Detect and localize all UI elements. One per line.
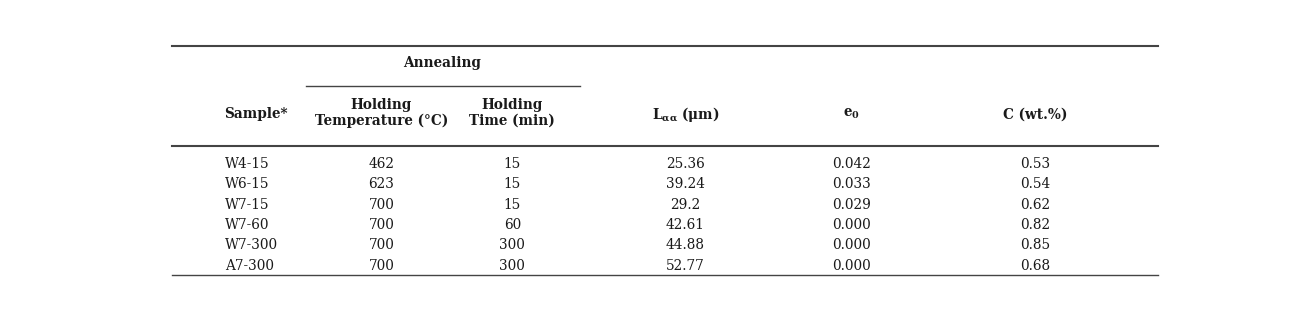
Text: 0.62: 0.62: [1020, 198, 1050, 212]
Text: 462: 462: [369, 157, 395, 171]
Text: 700: 700: [369, 259, 395, 273]
Text: 60: 60: [504, 218, 520, 232]
Text: 0.68: 0.68: [1020, 259, 1050, 273]
Text: 0.85: 0.85: [1020, 238, 1050, 252]
Text: 0.042: 0.042: [832, 157, 871, 171]
Text: W7-15: W7-15: [225, 198, 269, 212]
Text: 25.36: 25.36: [666, 157, 705, 171]
Text: 15: 15: [504, 157, 520, 171]
Text: e$_{\mathregular{0}}$: e$_{\mathregular{0}}$: [842, 107, 859, 121]
Text: 300: 300: [500, 259, 526, 273]
Text: Sample*: Sample*: [225, 107, 288, 121]
Text: 42.61: 42.61: [666, 218, 705, 232]
Text: 300: 300: [500, 238, 526, 252]
Text: 700: 700: [369, 238, 395, 252]
Text: Holding
Time (min): Holding Time (min): [470, 98, 556, 128]
Text: 0.000: 0.000: [832, 238, 871, 252]
Text: L$_{\mathregular{\alpha\alpha}}$ ($\mathregular{\mu}$m): L$_{\mathregular{\alpha\alpha}}$ ($\math…: [652, 105, 719, 124]
Text: A7-300: A7-300: [225, 259, 274, 273]
Text: 0.000: 0.000: [832, 259, 871, 273]
Text: 52.77: 52.77: [666, 259, 705, 273]
Text: 15: 15: [504, 177, 520, 191]
Text: 700: 700: [369, 198, 395, 212]
Text: 0.033: 0.033: [832, 177, 871, 191]
Text: 0.82: 0.82: [1020, 218, 1050, 232]
Text: W6-15: W6-15: [225, 177, 269, 191]
Text: W7-60: W7-60: [225, 218, 269, 232]
Text: W4-15: W4-15: [225, 157, 269, 171]
Text: W7-300: W7-300: [225, 238, 278, 252]
Text: Holding
Temperature (°C): Holding Temperature (°C): [315, 98, 448, 128]
Text: 0.029: 0.029: [832, 198, 871, 212]
Text: 0.53: 0.53: [1020, 157, 1050, 171]
Text: 623: 623: [369, 177, 395, 191]
Text: Annealing: Annealing: [402, 56, 480, 70]
Text: 700: 700: [369, 218, 395, 232]
Text: 39.24: 39.24: [666, 177, 705, 191]
Text: 0.000: 0.000: [832, 218, 871, 232]
Text: 29.2: 29.2: [670, 198, 701, 212]
Text: 15: 15: [504, 198, 520, 212]
Text: 0.54: 0.54: [1020, 177, 1050, 191]
Text: C (wt.%): C (wt.%): [1003, 107, 1067, 121]
Text: 44.88: 44.88: [666, 238, 705, 252]
